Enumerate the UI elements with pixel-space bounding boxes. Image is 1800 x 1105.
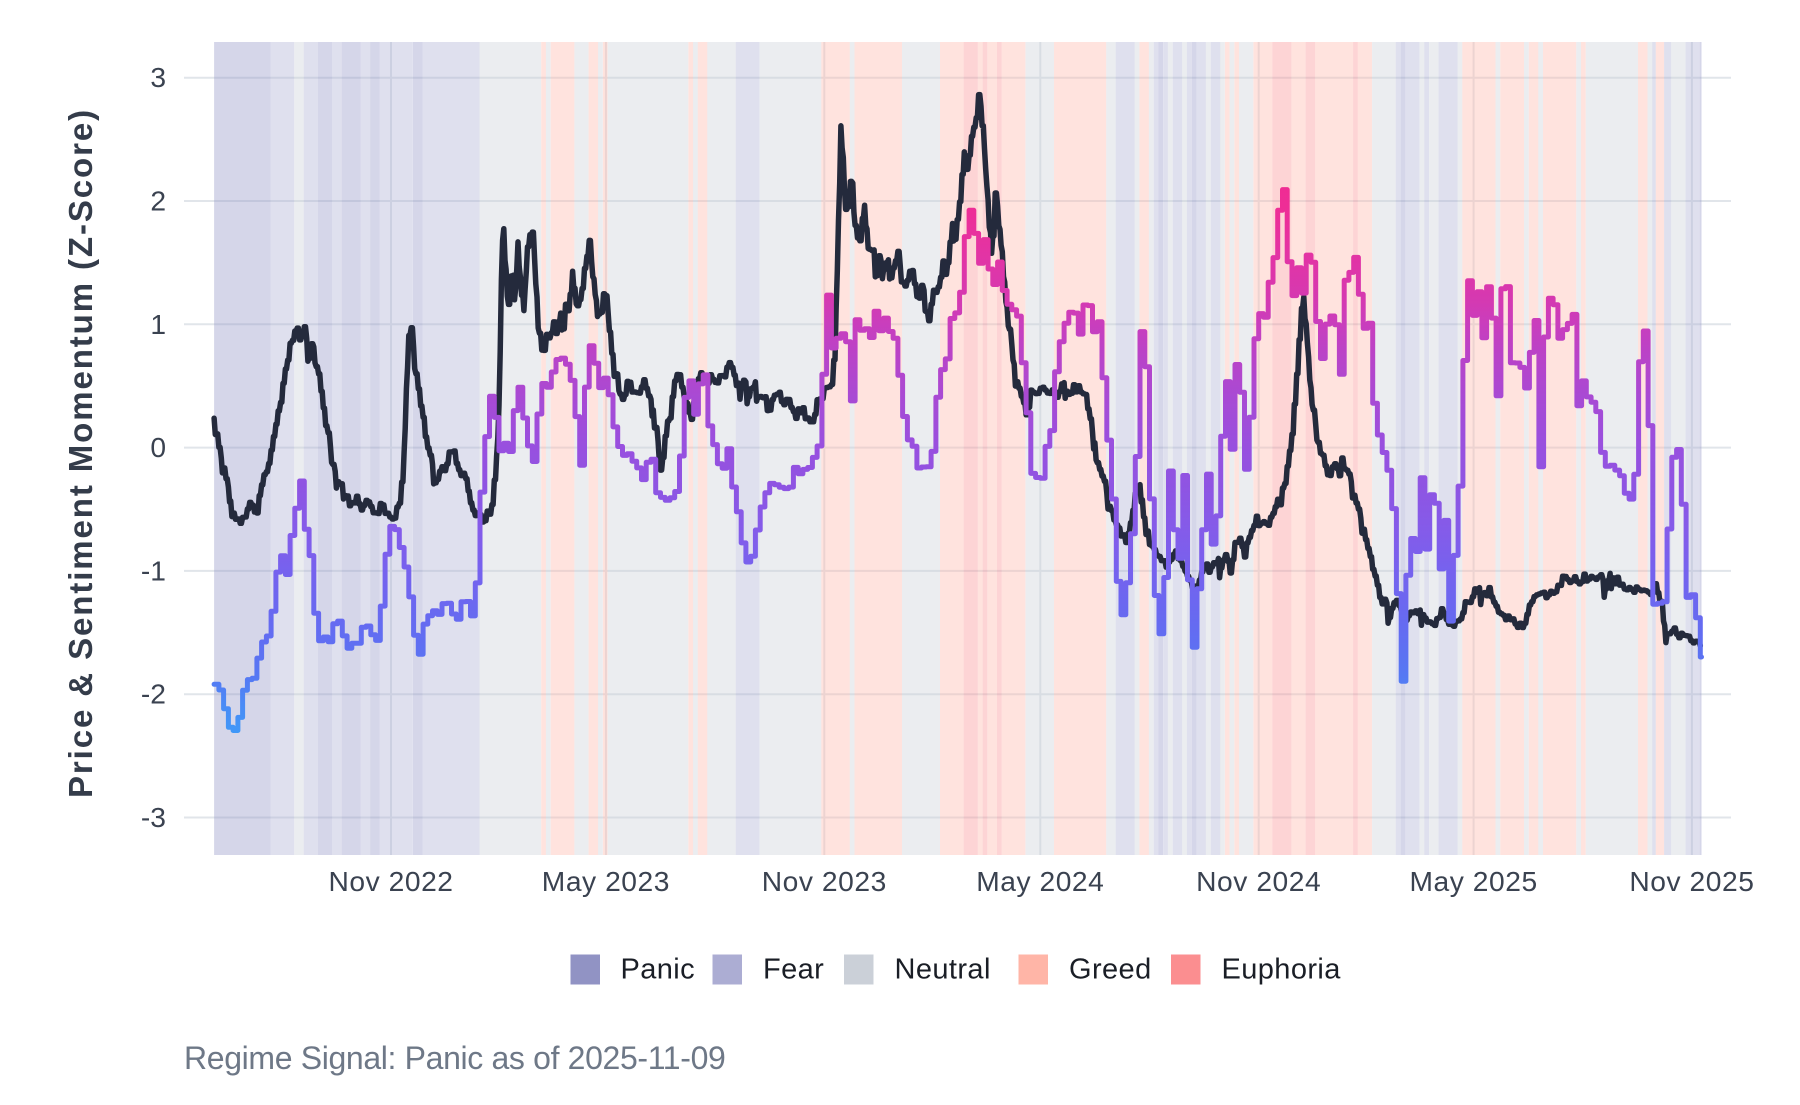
svg-text:2: 2: [150, 185, 166, 217]
svg-text:-1: -1: [141, 554, 166, 586]
svg-text:Nov 2025: Nov 2025: [1629, 865, 1754, 897]
svg-text:Nov 2024: Nov 2024: [1196, 865, 1321, 897]
svg-text:-2: -2: [141, 678, 166, 710]
svg-text:May 2025: May 2025: [1409, 865, 1537, 897]
svg-text:Neutral: Neutral: [895, 954, 991, 986]
svg-text:Regime Signal: Panic as of 202: Regime Signal: Panic as of 2025-11-09: [184, 1040, 725, 1076]
svg-text:Price & Sentiment Momentum (Z-: Price & Sentiment Momentum (Z-Score): [62, 108, 99, 798]
svg-text:Euphoria: Euphoria: [1222, 954, 1342, 986]
svg-text:Nov 2022: Nov 2022: [328, 865, 453, 897]
svg-text:3: 3: [150, 61, 166, 93]
svg-text:1: 1: [150, 308, 166, 340]
svg-text:-3: -3: [141, 801, 166, 833]
svg-text:Nov 2023: Nov 2023: [762, 865, 887, 897]
svg-text:May 2023: May 2023: [542, 865, 670, 897]
svg-text:Panic: Panic: [621, 954, 696, 986]
svg-text:May 2024: May 2024: [976, 865, 1104, 897]
svg-text:Fear: Fear: [763, 954, 824, 986]
svg-text:0: 0: [150, 431, 166, 463]
svg-text:Greed: Greed: [1069, 954, 1152, 986]
